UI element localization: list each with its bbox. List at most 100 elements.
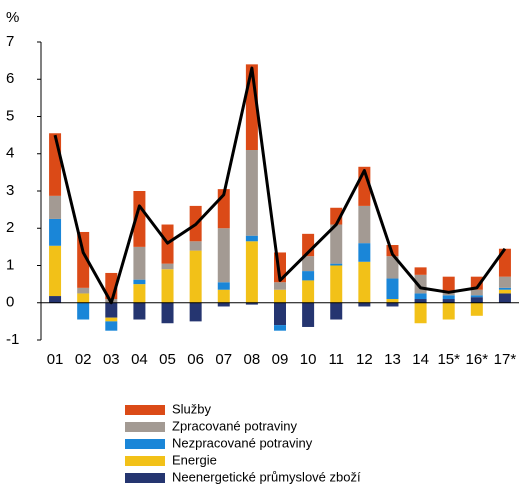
bar-segment [358, 243, 371, 262]
bar-segment [245, 235, 258, 242]
bar-segment [77, 287, 90, 294]
bar-segment [77, 293, 90, 303]
x-tick-label: 14 [412, 351, 429, 368]
bar-segment [442, 299, 455, 303]
bar-segment [498, 248, 511, 277]
bar-segment [105, 317, 118, 322]
bar-segment [133, 279, 146, 285]
bar-segment [302, 271, 315, 281]
bar-segment [274, 282, 286, 290]
y-tick-label: 2 [6, 219, 14, 236]
bar-segment [49, 133, 62, 196]
bar-segment [330, 265, 343, 303]
bar-segment [133, 302, 146, 320]
x-tick-label: 17* [494, 351, 517, 368]
bar-segment [358, 302, 371, 307]
y-tick-label: 5 [6, 107, 14, 124]
x-tick-label: 13 [384, 351, 401, 368]
legend-label: Zpracované potraviny [172, 418, 298, 433]
x-tick-label: 09 [272, 351, 289, 368]
bar-segment [414, 293, 427, 300]
x-tick-label: 03 [103, 351, 120, 368]
bar-segment [386, 256, 399, 279]
bar-segment [49, 245, 62, 297]
bar-segment [217, 282, 230, 290]
y-tick-label: 1 [6, 256, 14, 273]
legend-label: Neenergetické průmyslové zboží [172, 469, 361, 484]
y-axis-label: % [6, 9, 19, 26]
bar-segment [358, 205, 371, 244]
bar-segment [133, 284, 146, 303]
bar-segment [274, 325, 286, 331]
bar-segment [217, 289, 230, 303]
legend-label: Energie [172, 452, 217, 467]
legend-swatch [125, 473, 165, 483]
x-tick-label: 07 [215, 351, 232, 368]
x-tick-label: 04 [131, 351, 148, 368]
bar-segment [105, 302, 118, 318]
bar-segment [189, 241, 202, 251]
y-tick-label: 3 [6, 182, 14, 199]
y-tick-label: 6 [6, 70, 14, 87]
bar-segment [245, 302, 258, 305]
x-tick-label: 06 [187, 351, 204, 368]
bar-segment [470, 276, 483, 290]
bar-segment [498, 287, 511, 290]
y-tick-label: -1 [6, 331, 19, 348]
x-tick-label: 08 [244, 351, 261, 368]
bar-segment [217, 228, 230, 283]
bar-segment [470, 295, 483, 298]
bar-segment [442, 295, 455, 300]
legend-label: Nezpracované potraviny [172, 435, 313, 450]
bar-segment [161, 263, 174, 270]
legend-swatch [125, 422, 165, 432]
legend-swatch [125, 456, 165, 466]
bar-segment [414, 302, 427, 324]
bar-segment [386, 299, 399, 303]
bar-segment [330, 224, 343, 264]
bar-segment [274, 289, 286, 303]
bar-segment [442, 302, 455, 320]
x-tick-label: 16* [466, 351, 489, 368]
legend-label: Služby [172, 401, 212, 416]
bar-segment [302, 280, 315, 303]
bar-segment [330, 263, 343, 266]
bar-segment [49, 195, 62, 219]
y-tick-label: 7 [6, 33, 14, 50]
bar-segment [302, 256, 315, 272]
bar-segment [442, 276, 455, 292]
bar-segment [414, 267, 427, 275]
bar-segment [217, 302, 230, 307]
line [53, 66, 507, 305]
bar-segment [274, 302, 286, 326]
x-tick-label: 05 [159, 351, 176, 368]
bar-segment [161, 302, 174, 324]
bar-segment [189, 302, 202, 322]
bar-segment [470, 302, 483, 316]
x-tick-label: 01 [47, 351, 64, 368]
bar-segment [414, 299, 427, 303]
bar-segment [189, 250, 202, 303]
bar-segment [49, 296, 62, 303]
bar-segment [161, 269, 174, 303]
x-tick-label: 15* [437, 351, 460, 368]
bar-segment [470, 289, 483, 296]
legend-swatch [125, 405, 165, 415]
bar-segment [245, 241, 258, 303]
bar-segment [133, 191, 146, 247]
bar-segment [386, 302, 399, 307]
bar-segment [498, 276, 511, 288]
legend-swatch [125, 439, 165, 449]
x-tick-label: 12 [356, 351, 373, 368]
y-tick-label: 0 [6, 294, 14, 311]
x-tick-label: 10 [300, 351, 317, 368]
bar-segment [498, 293, 511, 303]
y-tick-label: 4 [6, 145, 14, 162]
x-tick-label: 11 [328, 351, 344, 368]
bar-segment [330, 302, 343, 320]
bar-segment [302, 302, 315, 327]
bar-segment [105, 321, 118, 331]
bar-segment [498, 289, 511, 294]
bar-segment [470, 297, 483, 303]
